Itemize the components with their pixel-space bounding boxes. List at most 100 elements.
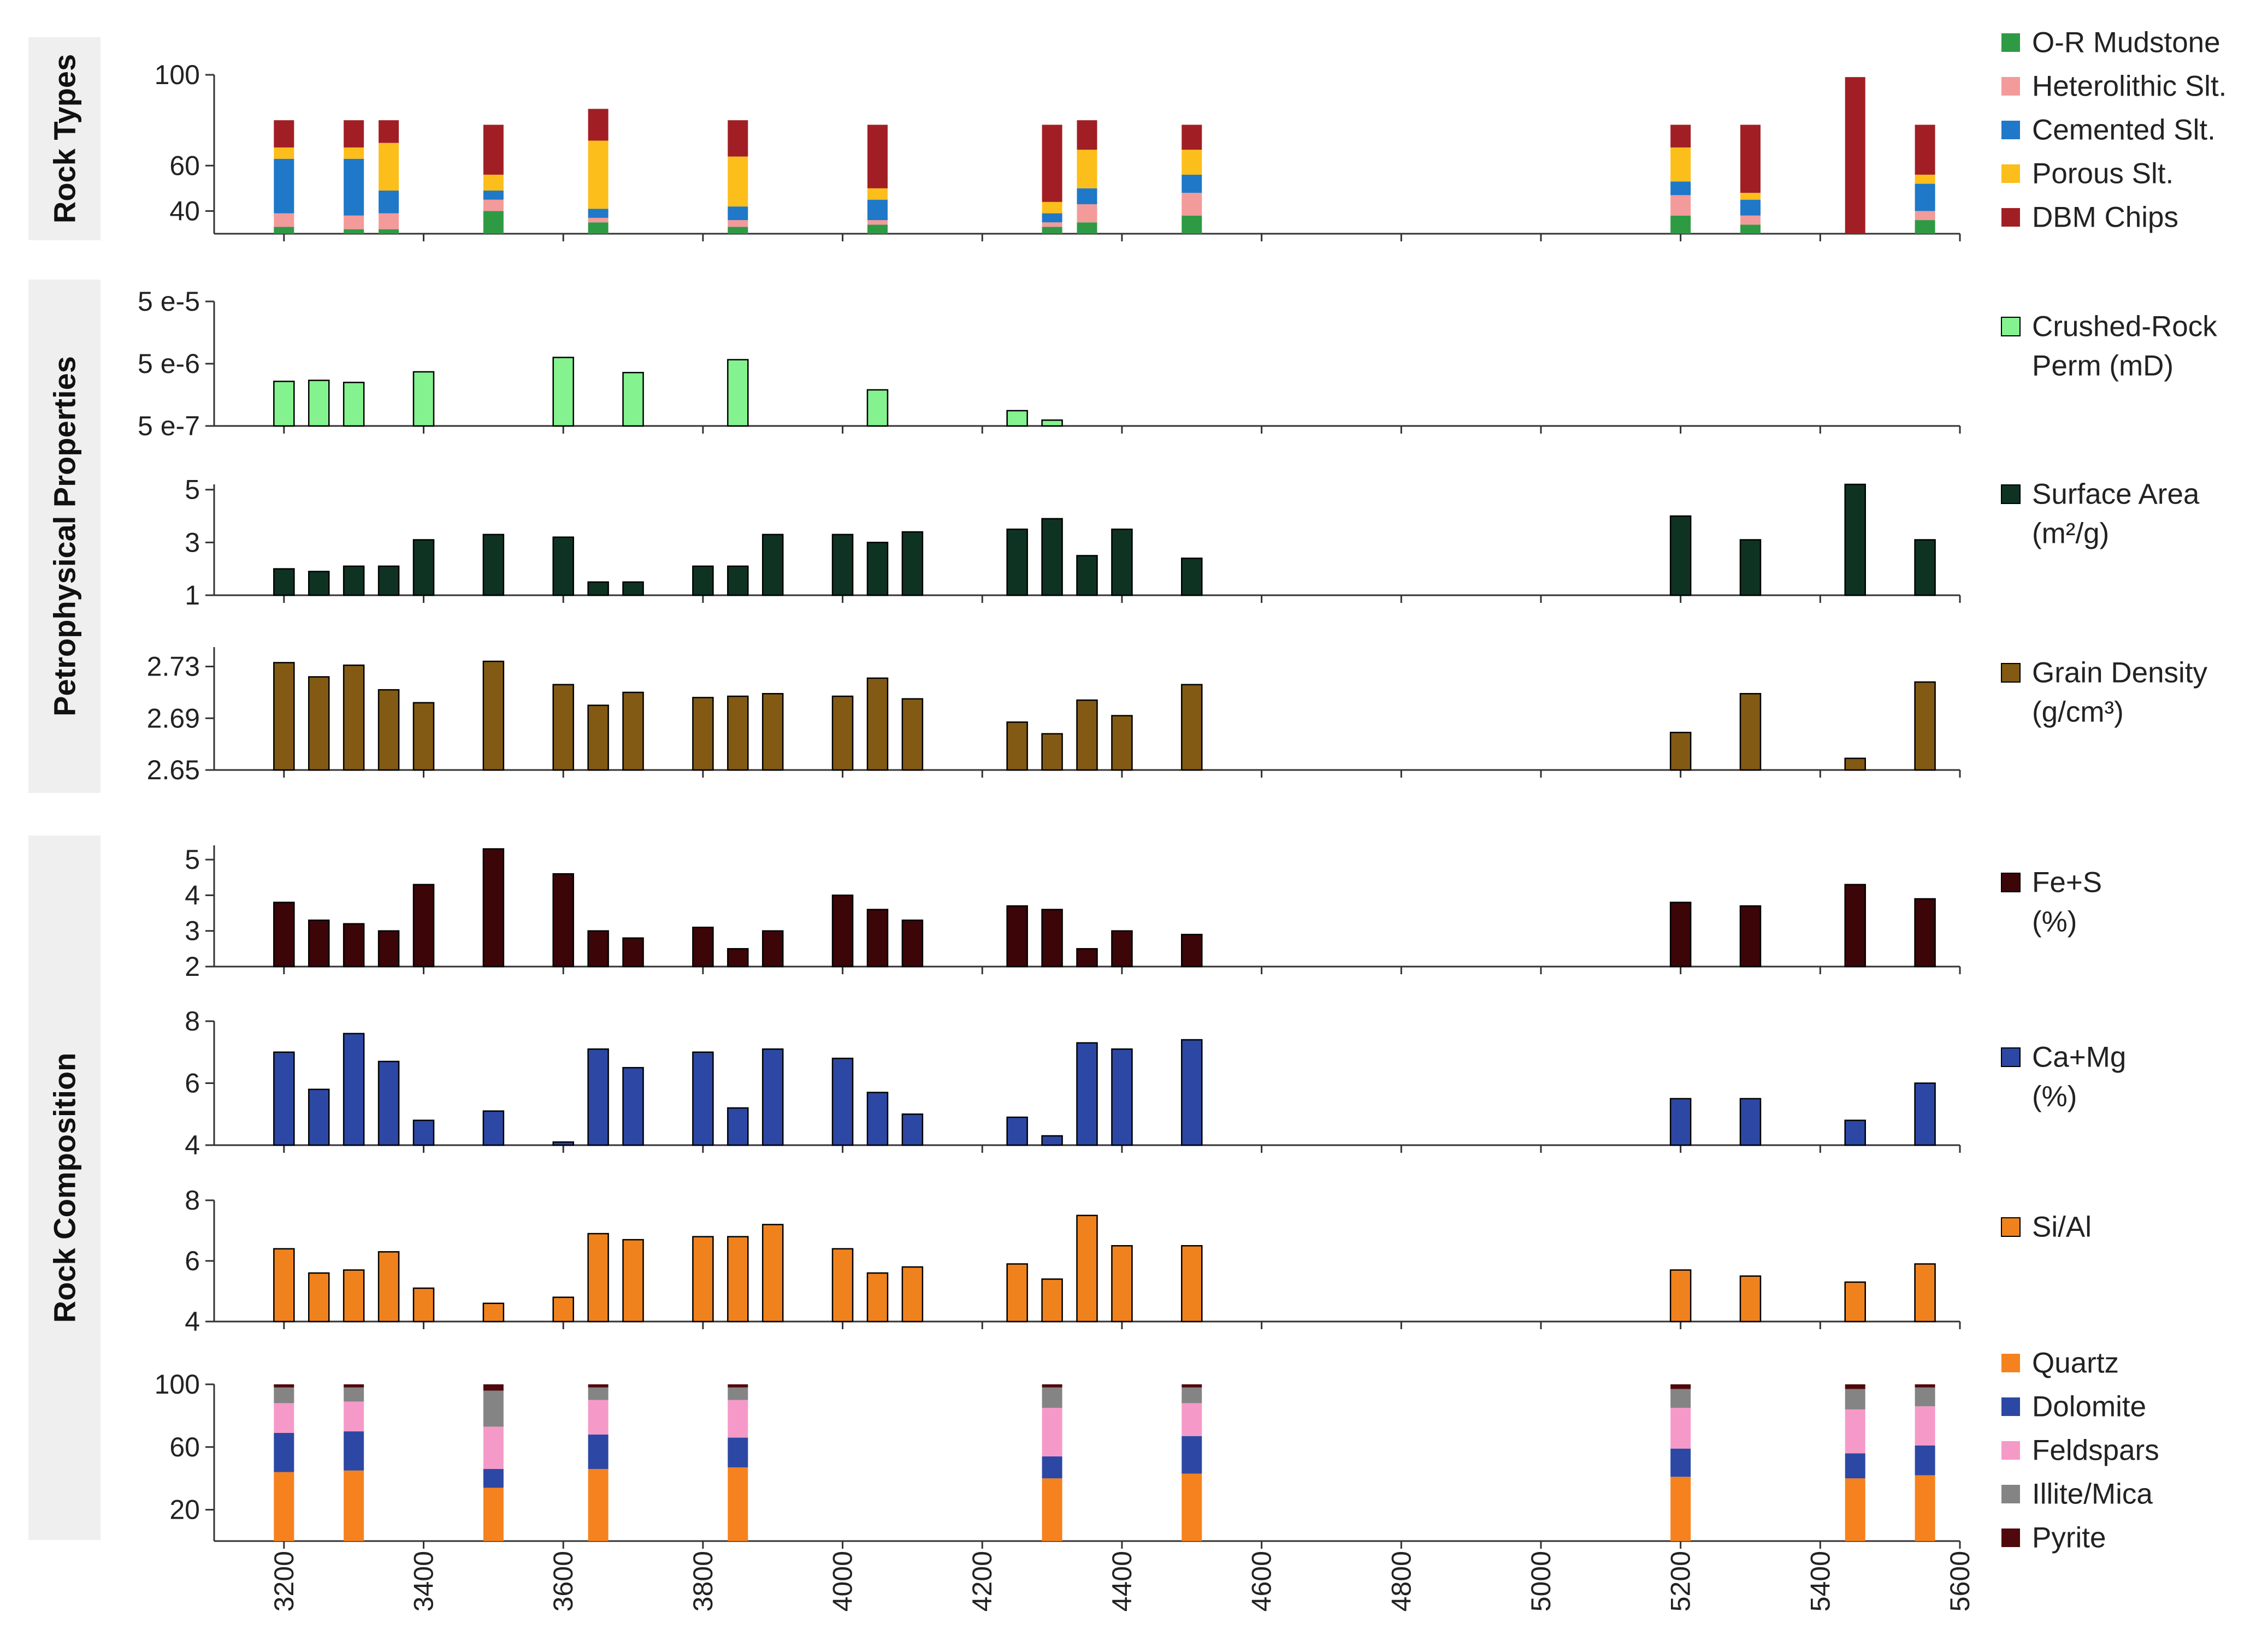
bar-segment [1670,1389,1691,1408]
bar-segment [344,147,364,159]
y-tick-label: 2.65 [147,755,200,785]
bar [866,677,889,771]
x-tick-label: 3600 [548,1551,578,1612]
bar [1041,1278,1063,1323]
legend-label: Grain Density [2032,657,2208,689]
bar-segment [1042,1384,1062,1388]
bar-segment [1915,1384,1935,1388]
legend-swatch [2001,121,2020,139]
bar-segment [1182,174,1202,193]
bar [1181,1039,1203,1146]
bar [482,848,505,968]
bar-segment [867,199,888,221]
bar [1181,1245,1203,1323]
bar-segment [1077,222,1097,234]
bar [552,1141,574,1146]
bar [727,565,749,596]
bar [1669,1269,1692,1323]
bar [587,930,609,968]
bar [1739,905,1762,968]
legend-swatch [2001,164,2020,183]
bar-segment [1042,1408,1062,1457]
panel-ca_mg: 4 6 8 [185,1006,1961,1160]
bar-segment [588,1387,609,1400]
bar [342,1033,365,1146]
bar [1076,1214,1098,1323]
x-tick-label: 4800 [1386,1551,1416,1612]
y-tick-label: 5 [185,844,200,875]
bar [1006,528,1028,596]
bar-segment [1740,215,1761,225]
bar [866,389,889,427]
bar [622,691,644,771]
bar-segment [588,209,609,218]
bar-segment [1670,147,1691,182]
legend-swatch [2001,33,2020,52]
bar-segment [344,229,364,234]
bar-segment [344,120,364,148]
bar [1111,930,1133,968]
x-tick-label: 5000 [1526,1551,1556,1612]
bar [727,1236,749,1323]
bar-segment [483,1390,504,1427]
x-tick-label: 5400 [1805,1551,1835,1612]
bar [587,581,609,596]
bar-segment [728,1384,748,1388]
y-tick-label: 6 [185,1068,200,1099]
legend-fe_s: Fe+S (%) [2001,867,2102,938]
bar [1041,1135,1063,1146]
bar-segment [379,120,399,143]
x-tick-label: 4600 [1247,1551,1277,1612]
bar-segment [728,220,748,227]
legend-swatch [2001,1354,2020,1372]
bar-segment [1042,222,1062,227]
bar [727,359,749,427]
bar [1076,948,1098,968]
bar-segment [483,1488,504,1541]
y-tick-label: 5 [185,475,200,505]
bar [1914,681,1936,771]
legend-swatch [2001,317,2021,336]
bar-segment [344,1387,364,1402]
bar [1006,410,1028,427]
bar-segment [588,1434,609,1469]
legend-swatch [2001,873,2021,892]
bar [377,1251,400,1323]
bar-segment [1182,215,1202,234]
bar-segment [867,188,888,200]
x-tick-label: 3800 [688,1551,718,1612]
bar-segment [483,1426,504,1469]
bar-segment [1077,150,1097,188]
bar-segment [1915,1475,1935,1541]
x-axis: 3200 3400 3600 3800 4000 4200 4400 4600 4800 5000… [269,1551,1975,1612]
bar-segment [344,215,364,229]
bar [412,371,435,427]
bar-segment [483,199,504,211]
section-box [28,37,101,240]
bar-segment [274,1403,294,1433]
bar-segment [274,147,294,159]
bar [342,664,365,771]
bar-segment [379,191,399,214]
y-tick-label: 5 e-7 [138,411,200,441]
bar-segment [1670,1408,1691,1449]
bar [1739,693,1762,771]
bar [308,1088,330,1146]
bar [587,1233,609,1323]
bar-segment [728,156,748,207]
bar-segment [1915,1387,1935,1407]
x-tick-label: 4400 [1107,1551,1137,1612]
bar [1181,684,1203,771]
legend-label: Porous Slt. [2032,158,2174,190]
bar-segment [1915,1406,1935,1445]
bar [412,1119,435,1146]
bar [622,1239,644,1323]
y-tick-label: 2.73 [147,651,200,682]
bar-segment [1915,1445,1935,1476]
bar [377,689,400,771]
y-tick-label: 4 [185,1130,200,1160]
bar [308,1272,330,1323]
bar-segment [274,1472,294,1541]
bar [831,1248,854,1323]
